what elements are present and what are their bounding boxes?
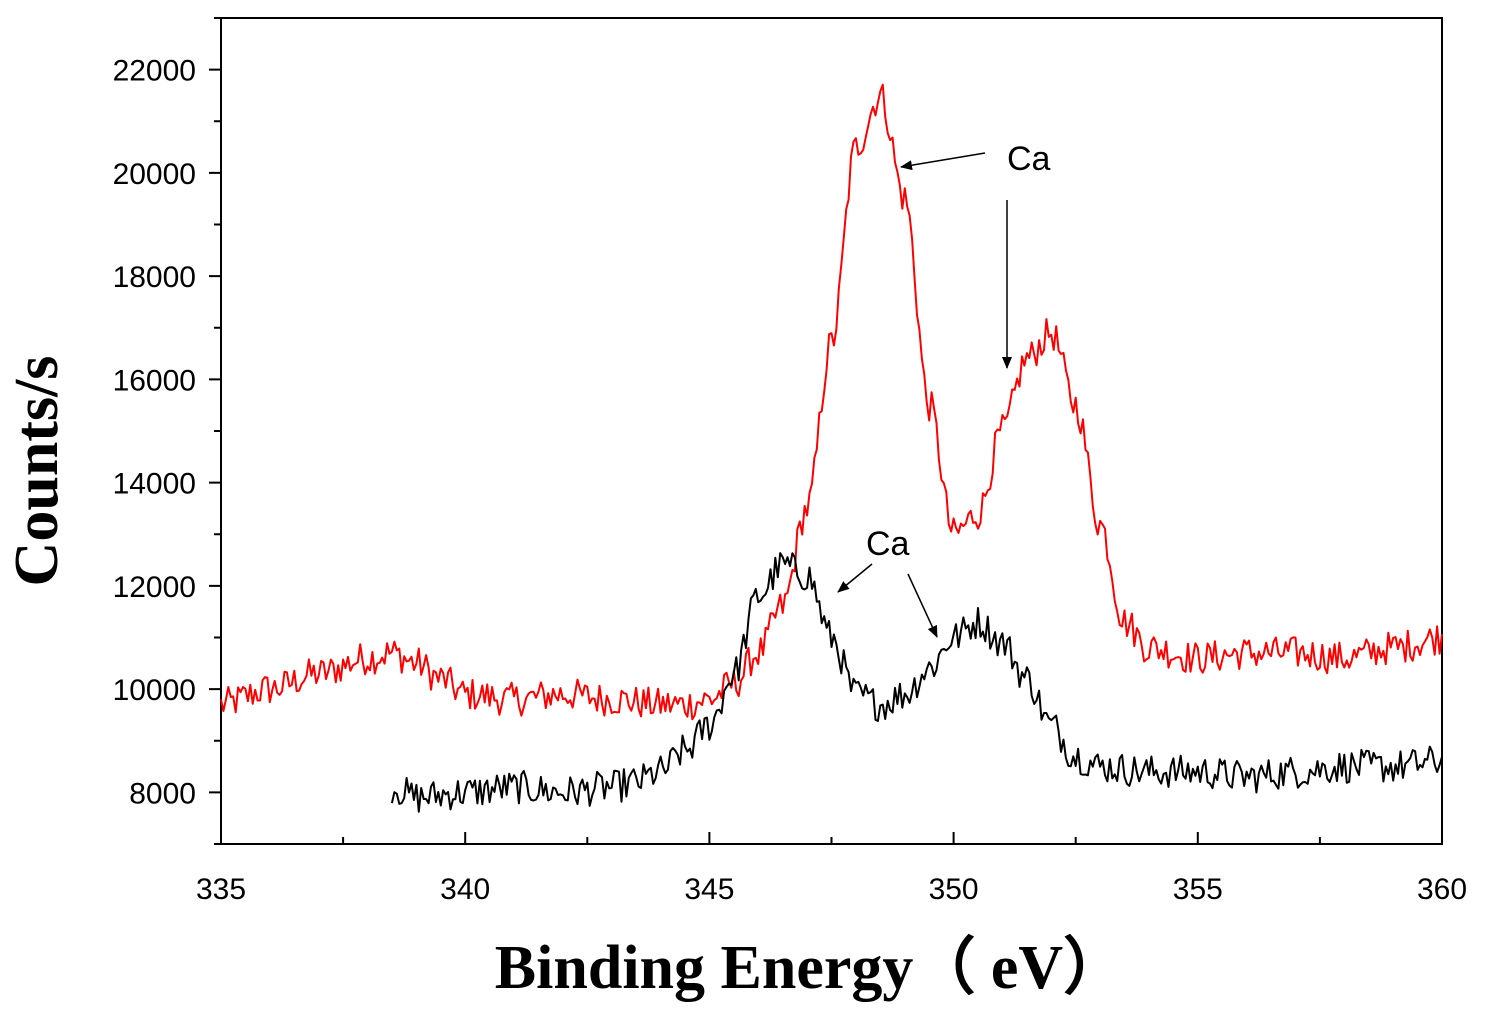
- annotation-label-black-peaks: Ca: [866, 525, 910, 563]
- x-axis-title: Binding Energy（ eV）: [495, 932, 1125, 1002]
- annotation-arrow-black-peak1: [837, 563, 873, 593]
- y-tick-label: 12000: [113, 571, 196, 604]
- y-tick-label: 10000: [113, 674, 196, 707]
- x-tick-label: 350: [929, 873, 979, 906]
- y-tick-label: 8000: [129, 777, 196, 810]
- series-layer: [220, 83, 1443, 813]
- x-tick-label: 340: [440, 873, 490, 906]
- y-tick-label: 20000: [113, 158, 196, 191]
- x-tick-label: 355: [1173, 873, 1223, 906]
- x-tick-label: 345: [684, 873, 734, 906]
- y-tick-label: 14000: [113, 468, 196, 501]
- annotation-label-red-peak1: Ca: [1007, 140, 1051, 178]
- series-line-red: [220, 83, 1443, 721]
- y-axis-title: Counts/s: [3, 356, 71, 587]
- plot-frame: [220, 17, 1443, 845]
- series-line-black: [390, 552, 1443, 813]
- x-tick-label: 360: [1417, 873, 1467, 906]
- annotations: Ca Ca: [837, 140, 1051, 638]
- y-tick-label: 18000: [113, 261, 196, 294]
- x-axis-ticks: 335 340 345 350 355 360: [196, 832, 1467, 906]
- annotation-arrow-black-peak2: [907, 573, 938, 638]
- y-tick-label: 22000: [113, 55, 196, 88]
- annotation-arrow-red-peak1: [900, 152, 986, 171]
- x-tick-label: 335: [196, 873, 246, 906]
- y-tick-label: 16000: [113, 364, 196, 397]
- y-axis-ticks: 8000 10000 12000 14000 16000 18000 20000 22000: [113, 17, 221, 845]
